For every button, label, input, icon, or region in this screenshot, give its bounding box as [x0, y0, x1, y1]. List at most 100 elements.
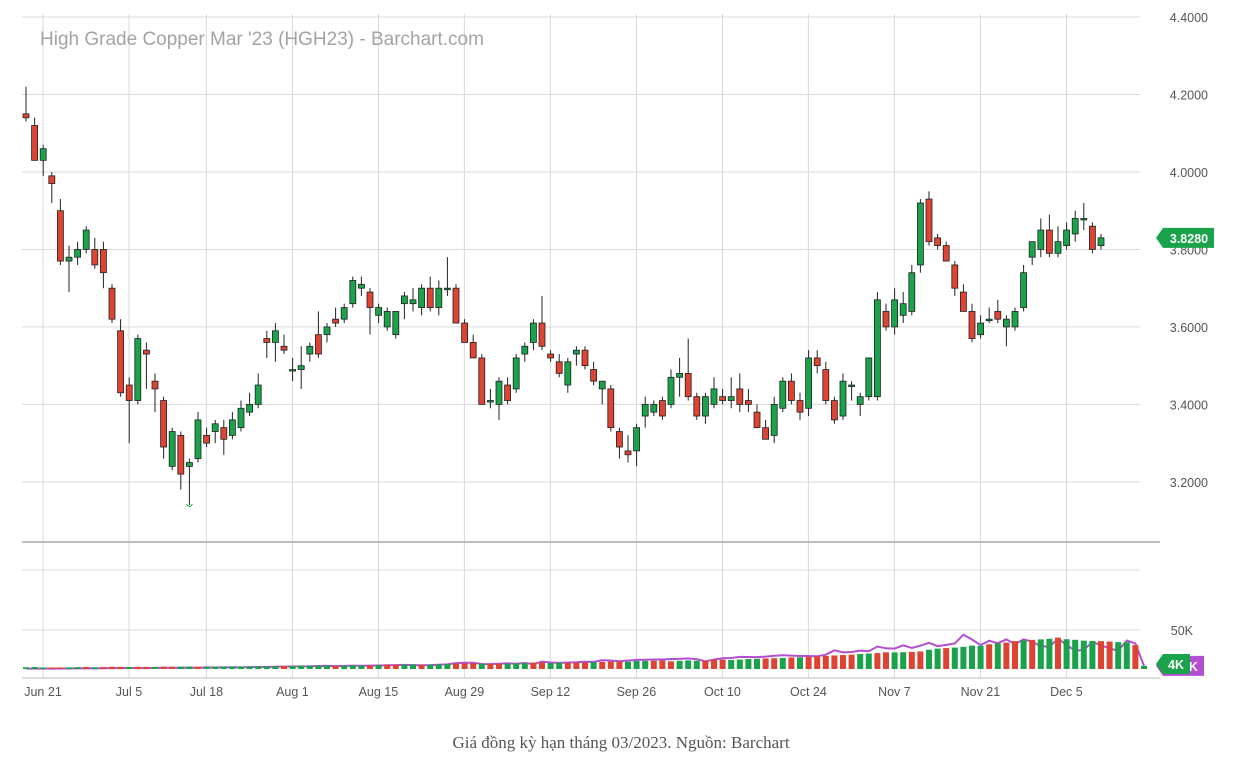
y-tick-label: 4.4000 — [1170, 11, 1208, 25]
volume-bar — [1141, 665, 1147, 669]
volume-bar — [822, 655, 829, 669]
candle — [1046, 214, 1053, 258]
candle — [598, 380, 606, 405]
volume-bar — [453, 663, 459, 669]
x-tick-label: Nov 21 — [961, 685, 1001, 699]
volume-bar — [719, 659, 726, 669]
volume-bar — [556, 662, 563, 669]
volume-bar — [917, 651, 924, 669]
x-tick-label: Jun 21 — [24, 685, 62, 699]
candle — [254, 373, 262, 409]
candle — [538, 295, 546, 351]
x-tick-label: Aug 29 — [445, 685, 485, 699]
candle-body — [607, 388, 615, 429]
candle-body — [375, 307, 383, 316]
volume-bar — [392, 664, 399, 669]
candle — [770, 396, 778, 444]
candle-body — [357, 283, 365, 289]
candle — [908, 264, 916, 316]
candle — [74, 241, 81, 265]
candle — [1003, 315, 1010, 347]
candle-body — [65, 256, 73, 262]
candle — [1037, 218, 1045, 258]
volume-bar — [874, 653, 881, 669]
candle — [185, 458, 193, 506]
volume-bar — [736, 659, 743, 669]
volume-bar — [212, 666, 219, 669]
candle — [142, 342, 150, 389]
candle — [856, 392, 864, 417]
volume-bar — [263, 666, 270, 669]
candle-body — [486, 400, 494, 403]
volume-bar — [883, 652, 889, 669]
candle — [357, 276, 365, 296]
candle-body — [271, 330, 279, 343]
volume-bar — [91, 667, 98, 669]
volume-bar — [1046, 638, 1053, 669]
candle — [805, 350, 812, 417]
candle — [512, 354, 520, 393]
volume-bar — [152, 666, 158, 669]
candle-body — [1046, 229, 1053, 254]
candle-body — [332, 318, 340, 324]
candle — [220, 419, 228, 455]
volume-bar — [427, 664, 434, 669]
candle-body — [641, 404, 649, 417]
volume-bar — [1098, 641, 1104, 669]
candle-body — [349, 280, 357, 305]
volume-bar — [126, 666, 133, 669]
candle — [985, 307, 993, 324]
candle-body — [805, 357, 812, 409]
candle-body — [1028, 241, 1036, 258]
volume-label: 4K — [1168, 658, 1184, 672]
volume-bar — [728, 659, 735, 669]
volume-bar — [1106, 641, 1113, 669]
candle-body — [874, 299, 881, 398]
volume-bar — [1123, 642, 1130, 669]
candle-body — [57, 210, 64, 262]
candle — [607, 385, 615, 432]
candle-body — [684, 373, 692, 398]
candle — [581, 346, 589, 370]
volume-bar — [1055, 637, 1061, 669]
candle-body — [667, 376, 675, 405]
y-tick-label: 4.2000 — [1170, 88, 1208, 102]
volume-bar — [659, 660, 666, 669]
candle-body — [676, 373, 683, 378]
volume-bar — [616, 661, 623, 669]
candle — [39, 144, 47, 176]
candle-body — [48, 175, 56, 184]
volume-bar — [134, 666, 141, 669]
candle — [839, 373, 847, 420]
candle — [865, 357, 873, 401]
candle-body — [409, 299, 417, 305]
candle — [426, 276, 434, 312]
candle-body — [426, 287, 434, 308]
volume-bar — [169, 666, 176, 669]
volume-bar — [57, 667, 64, 669]
x-tick-label: Oct 24 — [790, 685, 827, 699]
volume-bar — [788, 657, 795, 669]
candle — [521, 342, 529, 362]
candle — [65, 245, 73, 293]
candle — [495, 377, 503, 420]
volume-bar — [693, 660, 700, 669]
candle-body — [22, 113, 30, 119]
candle — [1097, 233, 1105, 250]
candle-body — [598, 380, 606, 390]
last-price-badge: 3.8280 — [1156, 227, 1214, 248]
volume-bar — [564, 662, 571, 669]
volume-bar — [900, 652, 907, 669]
volume-bar — [865, 653, 872, 669]
candle-body — [951, 264, 959, 289]
volume-bar — [521, 663, 528, 669]
candle-body — [564, 361, 572, 386]
candle — [435, 280, 443, 316]
candle-body — [504, 384, 512, 401]
last-price-label: 3.8280 — [1170, 232, 1208, 246]
candle-body — [848, 384, 855, 387]
candle-body — [211, 423, 219, 432]
candle — [994, 299, 1002, 324]
volume-bar — [375, 665, 382, 669]
volume-bar — [220, 666, 227, 669]
